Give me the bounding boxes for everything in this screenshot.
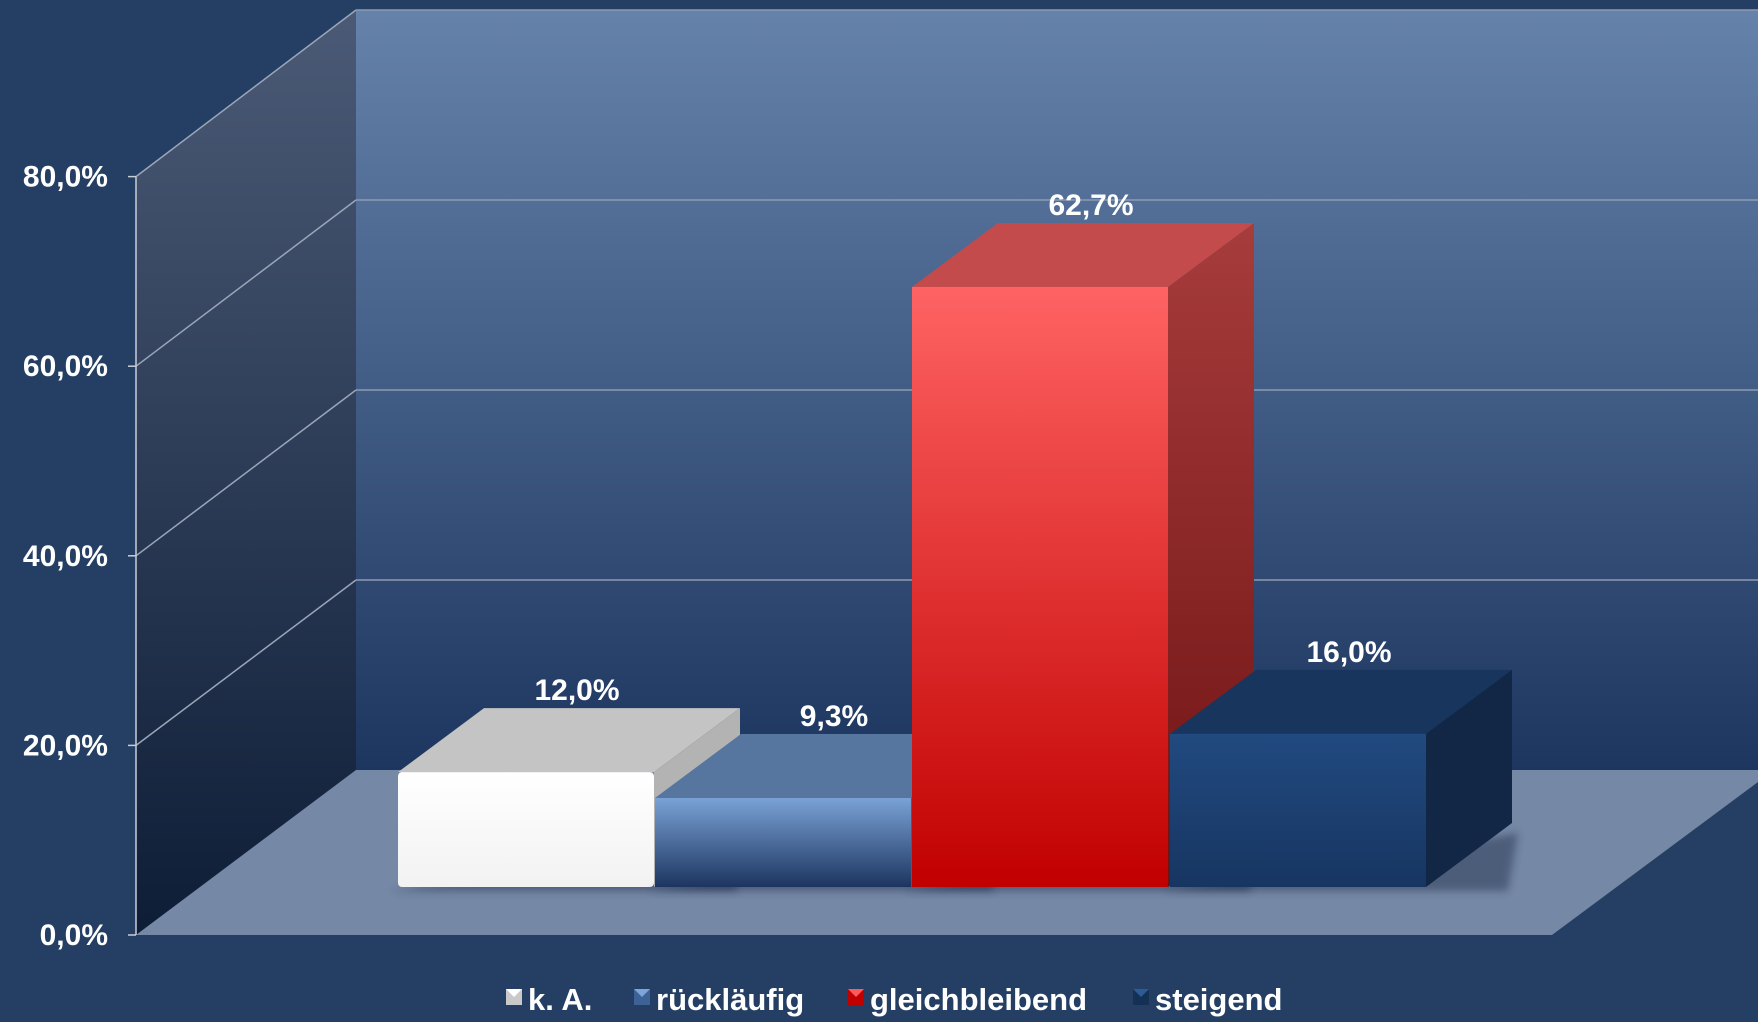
bar-top (1170, 669, 1512, 734)
data-label: 9,3% (800, 700, 868, 733)
data-label: 62,7% (1048, 189, 1133, 222)
legend-swatch-highlight (506, 989, 522, 997)
y-tick-label: 60,0% (23, 350, 108, 383)
bar-top (398, 708, 740, 773)
gridline-side (135, 9, 357, 178)
y-tick-label: 0,0% (40, 919, 108, 952)
legend-item: steigend (1133, 982, 1282, 1017)
bars (390, 222, 1518, 891)
legend-label: rückläufig (656, 982, 804, 1017)
data-labels: 12,0% 9,3% 62,7% 16,0% (534, 189, 1391, 733)
data-label: 12,0% (534, 674, 619, 707)
bar-side (1426, 669, 1512, 887)
legend-swatch-highlight (634, 989, 650, 997)
y-tick-label: 80,0% (23, 161, 108, 194)
legend-swatch-highlight (848, 989, 864, 997)
legend-label: gleichbleibend (870, 982, 1087, 1017)
gridline-side (135, 199, 357, 367)
bar-front (912, 286, 1168, 887)
legend-swatch-highlight (1133, 989, 1149, 997)
y-tick-label: 40,0% (23, 540, 108, 573)
bar-front (655, 797, 911, 887)
data-label: 16,0% (1306, 636, 1391, 669)
bar-top (655, 733, 997, 798)
y-tick-label: 20,0% (23, 729, 108, 762)
legend-item: gleichbleibend (848, 982, 1087, 1017)
legend-label: steigend (1155, 982, 1282, 1017)
bar-front (1170, 733, 1426, 887)
legend-item: k. A. (506, 982, 592, 1017)
y-axis: 0,0% 20,0% 40,0% 60,0% 80,0% (23, 161, 137, 952)
legend-item: rückläufig (634, 982, 804, 1017)
legend: k. A. rückläufig gleichbleibend steigend (506, 982, 1282, 1017)
legend-label: k. A. (528, 982, 592, 1017)
bar-4 (1162, 669, 1518, 891)
gridline-side (135, 389, 357, 557)
bar-top (912, 222, 1254, 287)
gridline-side (135, 579, 357, 746)
bar-front (398, 772, 654, 887)
